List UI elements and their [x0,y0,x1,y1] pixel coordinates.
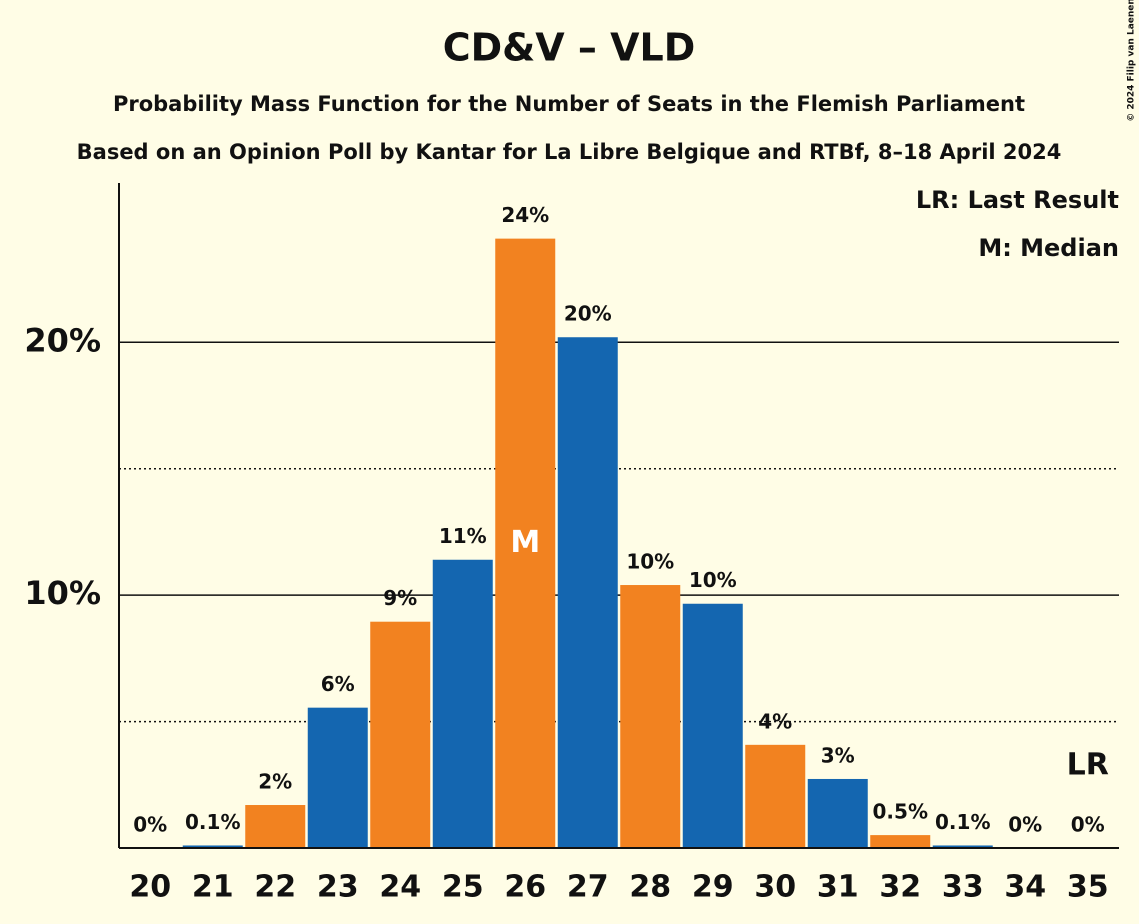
x-tick-label: 34 [1004,870,1046,905]
bar [682,603,743,848]
x-tick-label: 24 [379,870,421,905]
chart-subtitle: Based on an Opinion Poll by Kantar for L… [77,140,1062,164]
bar [182,845,243,848]
value-label: 0% [133,813,167,837]
x-tick-label: 23 [317,870,359,905]
x-tick-label: 35 [1067,870,1109,905]
bar [495,238,556,848]
value-label: 20% [564,302,612,326]
value-label: 0% [1071,813,1105,837]
value-label: 0.5% [873,800,928,824]
legend-entry: LR: Last Result [916,186,1119,214]
x-tick-label: 30 [754,870,796,905]
y-tick-label: 10% [24,574,101,612]
bar [245,805,306,848]
bar [557,337,618,848]
x-tick-label: 28 [629,870,671,905]
chart-subtitle: Probability Mass Function for the Number… [113,92,1025,116]
bar [870,835,931,848]
value-label: 9% [383,586,417,610]
x-tick-label: 27 [567,870,609,905]
bar [432,559,493,848]
chart-title: CD&V – VLD [443,26,696,70]
bar [745,744,806,848]
x-tick-label: 29 [692,870,734,905]
x-tick-label: 21 [192,870,234,905]
value-label: 10% [626,550,674,574]
x-tick-label: 25 [442,870,484,905]
marker-label: M [510,525,540,560]
y-tick-label: 20% [24,321,101,359]
value-label: 0% [1008,813,1042,837]
value-label: 10% [689,568,737,592]
copyright: © 2024 Filip van Laenen [1127,0,1137,122]
value-label: 0.1% [935,810,990,834]
bar [307,707,368,848]
x-tick-label: 26 [504,870,546,905]
value-label: 24% [501,203,549,227]
value-label: 4% [758,709,792,733]
x-tick-label: 20 [129,870,171,905]
value-label: 2% [258,770,292,794]
legend-entry: M: Median [978,234,1119,262]
value-label: 11% [439,524,487,548]
bar [807,778,868,848]
bar [620,585,681,848]
bar [932,845,993,848]
x-tick-label: 31 [817,870,859,905]
x-tick-label: 33 [942,870,984,905]
bar [370,621,431,848]
marker-label: LR [1067,748,1109,783]
x-tick-label: 32 [879,870,921,905]
value-label: 3% [821,743,855,767]
x-tick-label: 22 [254,870,296,905]
value-label: 6% [321,672,355,696]
value-label: 0.1% [185,810,240,834]
